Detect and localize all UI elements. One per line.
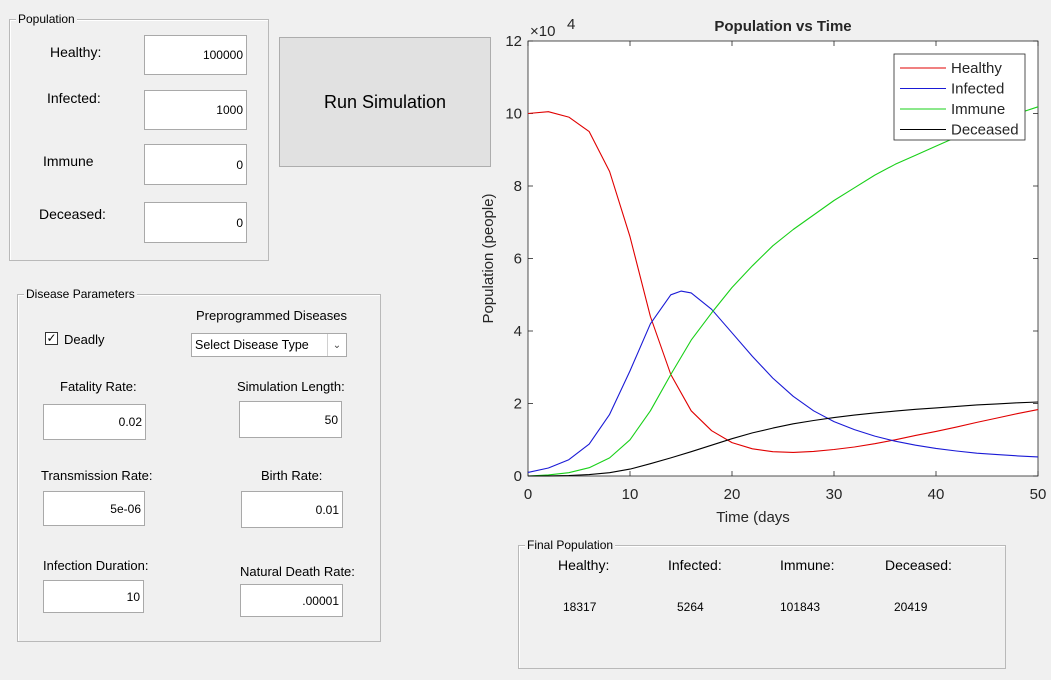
run-simulation-button[interactable]: Run Simulation [279, 37, 491, 167]
immune-input[interactable]: 0 [144, 144, 247, 185]
disease-parameters-panel: Disease Parameters [17, 287, 381, 642]
y-tick-label: 4 [514, 323, 522, 340]
series-line-healthy [527, 111, 1039, 453]
preprogrammed-diseases-label: Preprogrammed Diseases [196, 308, 348, 323]
simulation-length-input[interactable]: 50 [239, 401, 342, 438]
final-deceased-header: Deceased: [885, 557, 952, 573]
disease-type-select-value: Select Disease Type [195, 338, 309, 352]
y-tick-label: 8 [514, 178, 522, 195]
transmission-rate-input[interactable]: 5e-06 [43, 491, 145, 526]
y-tick-label: 6 [514, 251, 522, 268]
y-exponent-label: ×10 [530, 23, 555, 40]
chart-title: Population vs Time [714, 18, 851, 35]
infected-label: Infected: [47, 90, 101, 106]
final-deceased-value: 20419 [894, 600, 928, 614]
legend-label-deceased: Deceased [951, 122, 1019, 139]
legend-label-infected: Infected [951, 81, 1004, 98]
final-immune-value: 101843 [780, 600, 821, 614]
chevron-down-icon[interactable]: ⌄ [327, 334, 346, 356]
y-exponent-power: 4 [567, 16, 575, 33]
x-tick-label: 50 [1030, 486, 1047, 503]
natural-death-rate-input[interactable]: .00001 [240, 584, 343, 617]
fatality-rate-input[interactable]: 0.02 [43, 404, 146, 440]
y-axis-label: Population (people) [480, 193, 497, 323]
simulation-length-label: Simulation Length: [237, 379, 345, 394]
x-tick-label: 10 [622, 486, 639, 503]
series-line-infected [527, 290, 1039, 473]
x-tick-label: 20 [724, 486, 741, 503]
fatality-rate-label: Fatality Rate: [60, 379, 137, 394]
healthy-input[interactable]: 100000 [144, 35, 247, 75]
natural-death-rate-label: Natural Death Rate: [240, 564, 355, 579]
final-infected-value: 5264 [677, 600, 704, 614]
population-chart: 0 10 20 30 40 50 0 2 4 6 8 10 12 ×10 4 Population vs Ti… [480, 16, 1047, 526]
legend-label-healthy: Healthy [951, 60, 1002, 77]
birth-rate-label: Birth Rate: [261, 468, 323, 483]
x-axis-label: Time (days [716, 509, 790, 526]
final-healthy-header: Healthy: [558, 557, 610, 573]
x-tick-label: 30 [826, 486, 843, 503]
infection-duration-label: Infection Duration: [43, 558, 149, 573]
deceased-label: Deceased: [39, 206, 106, 222]
y-tick-label: 0 [514, 468, 522, 485]
immune-label: Immune [43, 153, 94, 169]
series-line-deceased [527, 401, 1039, 477]
y-tick-label: 12 [505, 33, 522, 50]
disease-type-select[interactable]: Select Disease Type ⌄ [191, 333, 347, 357]
final-healthy-value: 18317 [563, 600, 597, 614]
population-panel-title: Population [16, 12, 77, 26]
disease-parameters-title: Disease Parameters [24, 287, 137, 301]
infected-input[interactable]: 1000 [144, 90, 247, 130]
deceased-input[interactable]: 0 [144, 202, 247, 243]
infection-duration-input[interactable]: 10 [43, 580, 144, 613]
deadly-checkbox[interactable]: ✓ [45, 331, 58, 345]
population-panel: Population [9, 12, 269, 261]
healthy-label: Healthy: [50, 44, 102, 60]
final-immune-header: Immune: [780, 557, 835, 573]
deadly-label: Deadly [64, 332, 105, 347]
legend-label-immune: Immune [951, 101, 1005, 118]
transmission-rate-label: Transmission Rate: [41, 468, 153, 483]
final-population-title: Final Population [525, 538, 616, 552]
y-tick-label: 10 [505, 106, 522, 123]
x-tick-label: 0 [524, 486, 532, 503]
final-population-panel: Final Population [518, 538, 1006, 669]
birth-rate-input[interactable]: 0.01 [241, 491, 343, 528]
final-infected-header: Infected: [668, 557, 722, 573]
x-tick-label: 40 [928, 486, 945, 503]
y-tick-label: 2 [514, 396, 522, 413]
